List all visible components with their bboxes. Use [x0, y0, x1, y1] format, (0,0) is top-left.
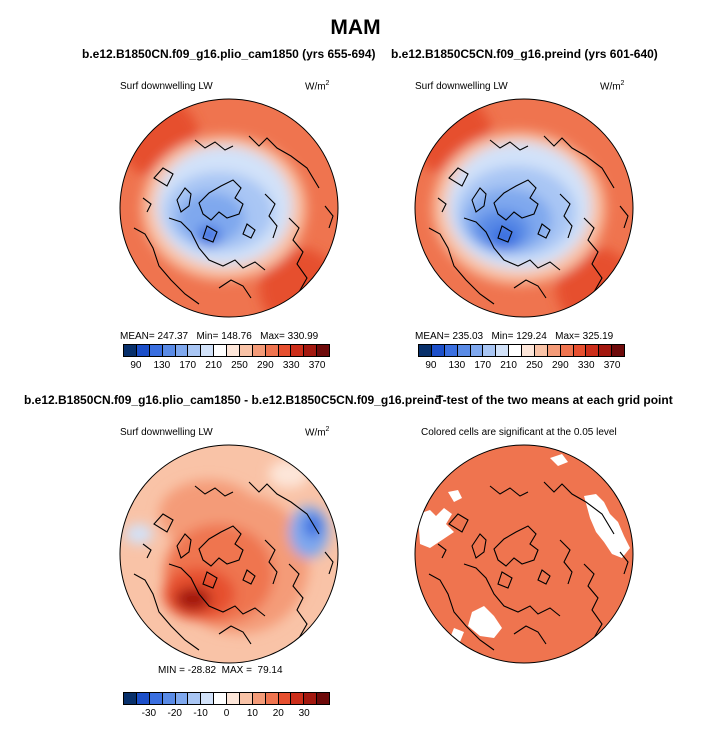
- colorbar-swatch: [304, 693, 318, 704]
- panel-4-map: [414, 444, 634, 664]
- colorbar-tick-label: 370: [308, 360, 326, 371]
- colorbar-swatch: [136, 345, 150, 356]
- panel-1-title: b.e12.B1850CN.f09_g16.plio_cam1850 (yrs …: [82, 47, 376, 61]
- colorbar-tick-label: 170: [179, 360, 197, 371]
- colorbar-swatch: [534, 345, 548, 356]
- panel-2-colorbar: [418, 344, 625, 357]
- colorbar-tick-label: 330: [577, 360, 595, 371]
- figure-title: MAM: [330, 16, 381, 39]
- colorbar-swatch: [124, 345, 137, 356]
- colorbar-swatch: [291, 345, 305, 356]
- colorbar-swatch: [124, 693, 137, 704]
- colorbar-tick-label: 30: [298, 708, 310, 719]
- colorbar-tick-label: -30: [141, 708, 157, 719]
- panel-1-variable: Surf downwelling LW: [120, 81, 213, 92]
- colorbar-tick-label: -20: [167, 708, 182, 719]
- panel-3-map: [119, 444, 339, 664]
- panel-4-title: T-test of the two means at each grid poi…: [436, 393, 673, 407]
- colorbar-tick-label: 210: [205, 360, 222, 371]
- colorbar-swatch: [175, 345, 189, 356]
- colorbar-tick-label: 130: [448, 360, 466, 371]
- colorbar-swatch: [162, 693, 176, 704]
- colorbar-swatch: [444, 345, 458, 356]
- colorbar-tick-label: 250: [526, 360, 543, 371]
- colorbar-tick-label: 90: [425, 360, 437, 371]
- panel-2-units: W/m2: [600, 80, 625, 93]
- colorbar-swatch: [252, 693, 266, 704]
- colorbar-swatch: [304, 345, 318, 356]
- colorbar-tick-label: 290: [256, 360, 274, 371]
- panel-2-variable: Surf downwelling LW: [415, 81, 508, 92]
- colorbar-swatch: [509, 345, 522, 356]
- colorbar-tick-label: 10: [246, 708, 258, 719]
- colorbar-swatch: [586, 345, 600, 356]
- colorbar-tick-label: -10: [193, 708, 208, 719]
- colorbar-swatch: [599, 345, 613, 356]
- colorbar-swatch: [522, 345, 535, 356]
- colorbar-swatch: [265, 693, 279, 704]
- colorbar-swatch: [317, 345, 329, 356]
- colorbar-swatch: [227, 693, 240, 704]
- colorbar-swatch: [227, 345, 240, 356]
- panel-3-title: b.e12.B1850CN.f09_g16.plio_cam1850 - b.e…: [24, 393, 442, 407]
- panel-3-units: W/m2: [305, 426, 330, 439]
- colorbar-tick-label: 130: [153, 360, 171, 371]
- colorbar-swatch: [483, 345, 497, 356]
- colorbar-tick-label: 330: [282, 360, 300, 371]
- colorbar-swatch: [175, 693, 189, 704]
- colorbar-swatch: [291, 693, 305, 704]
- colorbar-swatch: [612, 345, 624, 356]
- colorbar-swatch: [547, 345, 561, 356]
- colorbar-swatch: [214, 693, 227, 704]
- panel-3-colorbar: [123, 692, 330, 705]
- colorbar-tick-label: 250: [231, 360, 248, 371]
- colorbar-tick-label: 370: [603, 360, 621, 371]
- colorbar-swatch: [470, 345, 484, 356]
- colorbar-swatch: [419, 345, 432, 356]
- colorbar-swatch: [457, 345, 471, 356]
- colorbar-swatch: [560, 345, 574, 356]
- colorbar-swatch: [265, 345, 279, 356]
- colorbar-swatch: [431, 345, 445, 356]
- colorbar-swatch: [239, 345, 253, 356]
- colorbar-swatch: [162, 345, 176, 356]
- colorbar-tick-label: 0: [223, 708, 230, 719]
- colorbar-swatch: [136, 693, 150, 704]
- colorbar-swatch: [201, 693, 215, 704]
- colorbar-swatch: [278, 693, 292, 704]
- colorbar-swatch: [317, 693, 329, 704]
- colorbar-swatch: [201, 345, 215, 356]
- colorbar-swatch: [188, 693, 202, 704]
- panel-2-title: b.e12.B1850C5CN.f09_g16.preind (yrs 601-…: [391, 47, 658, 61]
- panel-3-stats: MIN = -28.82 MAX = 79.14: [158, 665, 283, 676]
- panel-4-subtitle: Colored cells are significant at the 0.0…: [421, 427, 617, 438]
- colorbar-tick-label: 170: [474, 360, 492, 371]
- colorbar-swatch: [278, 345, 292, 356]
- colorbar-swatch: [149, 693, 163, 704]
- colorbar-swatch: [252, 345, 266, 356]
- panel-3-variable: Surf downwelling LW: [120, 427, 213, 438]
- colorbar-tick-label: 290: [551, 360, 569, 371]
- panel-1-map: [119, 98, 339, 318]
- panel-1-colorbar: [123, 344, 330, 357]
- colorbar-swatch: [573, 345, 587, 356]
- colorbar-tick-label: 210: [500, 360, 517, 371]
- panel-2-stats: MEAN= 235.03 Min= 129.24 Max= 325.19: [415, 331, 614, 342]
- colorbar-swatch: [214, 345, 227, 356]
- colorbar-swatch: [239, 693, 253, 704]
- panel-1-units: W/m2: [305, 80, 330, 93]
- panel-2-map: [414, 98, 634, 318]
- colorbar-swatch: [496, 345, 510, 356]
- colorbar-swatch: [149, 345, 163, 356]
- colorbar-swatch: [188, 345, 202, 356]
- colorbar-tick-label: 90: [130, 360, 142, 371]
- panel-1-stats: MEAN= 247.37 Min= 148.76 Max= 330.99: [120, 331, 319, 342]
- colorbar-tick-label: 20: [272, 708, 284, 719]
